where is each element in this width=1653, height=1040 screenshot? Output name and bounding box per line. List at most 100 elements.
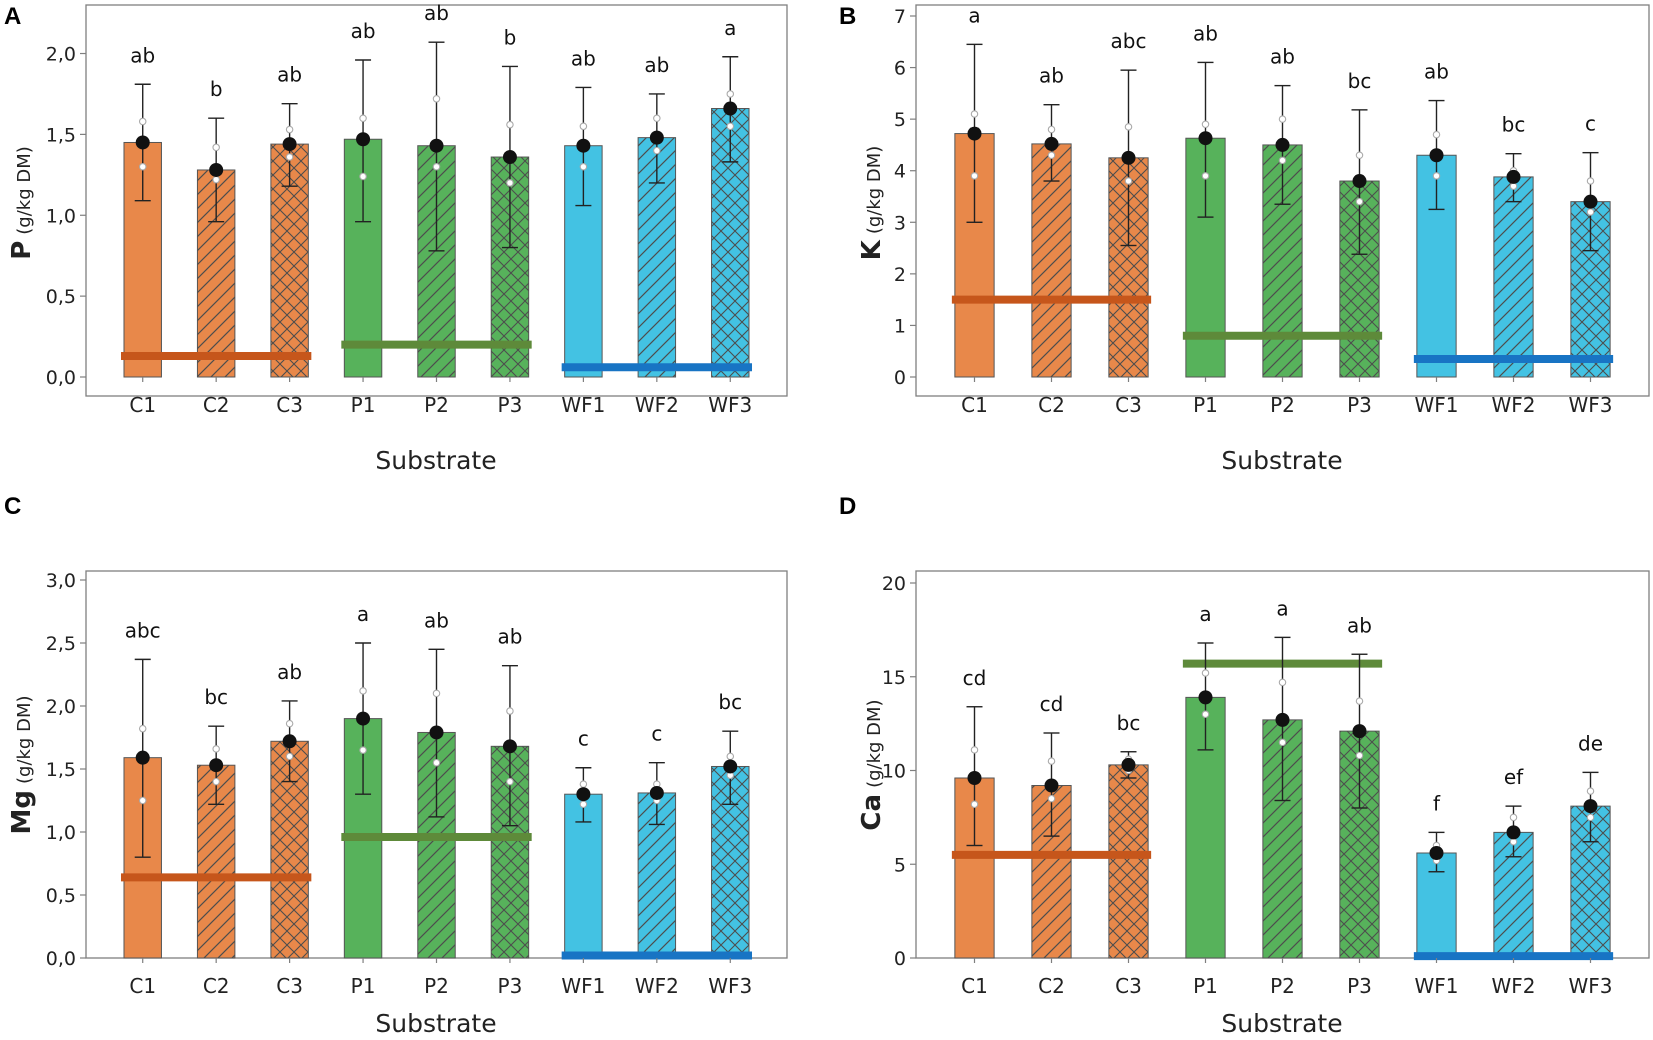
mean-point	[1352, 174, 1367, 189]
mean-point	[282, 734, 297, 749]
replicate-point	[1201, 172, 1210, 180]
mean-point	[1583, 799, 1598, 814]
replicate-point	[1201, 669, 1210, 677]
x-tick-label: P3	[1347, 393, 1372, 417]
x-tick-label: C2	[1038, 393, 1065, 417]
mean-point	[723, 101, 738, 116]
mean-point	[1275, 137, 1290, 152]
replicate-point	[506, 120, 514, 129]
replicate-point	[1586, 177, 1595, 185]
y-tick-label: 1	[894, 315, 906, 337]
replicate-point	[726, 122, 735, 131]
replicate-point	[653, 146, 661, 155]
x-tick-label: C1	[961, 974, 988, 998]
significance-label: ab	[1270, 45, 1295, 69]
x-tick-label: C3	[276, 393, 303, 417]
significance-label: ab	[424, 608, 449, 632]
y-axis-title-main: P	[7, 241, 37, 260]
replicate-point	[1586, 787, 1595, 795]
y-tick-label: 1,0	[46, 205, 76, 227]
x-tick-label: WF1	[561, 393, 605, 417]
replicate-point	[970, 110, 979, 118]
replicate-point	[579, 122, 588, 131]
replicate-point	[432, 95, 441, 103]
y-tick-label: 2	[894, 264, 906, 286]
y-tick-label: 20	[882, 573, 906, 595]
replicate-point	[1278, 738, 1287, 747]
replicate-point	[432, 758, 441, 767]
significance-label: a	[357, 602, 369, 626]
mean-point	[356, 132, 371, 147]
replicate-point	[579, 780, 588, 788]
significance-label: ab	[424, 1, 449, 25]
y-tick-label: 4	[894, 161, 906, 183]
replicate-point	[138, 796, 147, 805]
mean-point	[502, 739, 517, 754]
x-axis-title: Substrate	[375, 446, 496, 475]
replicate-point	[1201, 710, 1210, 718]
significance-label: a	[1199, 602, 1211, 626]
mean-point	[1044, 136, 1059, 151]
replicate-point	[1586, 208, 1595, 216]
y-axis-title: K (g/kg DM)	[857, 146, 887, 261]
x-axis-title: Substrate	[1221, 1009, 1342, 1038]
replicate-point	[1278, 678, 1287, 687]
replicate-point	[432, 162, 441, 171]
x-tick-label: C3	[276, 974, 303, 998]
y-tick-label: 7	[894, 6, 906, 28]
chart-marks: 0 1 2 3 4 5 6 7 a C1 ab C2 abc C3 ab P1 ab P2 bc P3 ab WF1 bc W…	[894, 3, 1614, 417]
y-tick-label: 0	[894, 367, 906, 389]
chart-marks: 0,00,51,01,52,02,53,0abcC1bcC2abC3aP1abP…	[46, 570, 753, 998]
replicate-point	[212, 777, 220, 786]
replicate-point	[1124, 177, 1133, 185]
significance-label: cd	[963, 666, 987, 690]
significance-label: a	[724, 16, 736, 40]
significance-label: ab	[1039, 64, 1064, 88]
x-tick-label: WF3	[1568, 393, 1612, 417]
x-tick-label: WF2	[1491, 974, 1535, 998]
replicate-point	[1586, 813, 1595, 822]
x-tick-label: C1	[961, 393, 988, 417]
significance-label: bc	[204, 685, 228, 709]
significance-label: c	[578, 727, 589, 751]
x-tick-label: P1	[1193, 393, 1218, 417]
significance-label: f	[1433, 791, 1441, 815]
replicate-point	[1047, 757, 1056, 765]
replicate-point	[1278, 156, 1287, 165]
replicate-point	[359, 687, 367, 695]
x-tick-label: P1	[1193, 974, 1218, 998]
replicate-point	[212, 745, 220, 753]
mean-point	[576, 138, 591, 153]
mean-point	[723, 759, 738, 774]
significance-label: ab	[277, 63, 302, 87]
replicate-point	[579, 800, 588, 809]
replicate-point	[970, 172, 979, 180]
significance-label: ab	[130, 43, 155, 67]
bar-hatch	[1108, 764, 1149, 958]
mean-point	[1506, 169, 1521, 184]
mean-point	[1044, 778, 1059, 793]
significance-label: cd	[1040, 692, 1064, 716]
mean-point	[1121, 150, 1136, 165]
mean-point	[1506, 825, 1521, 840]
y-tick-label: 1,5	[46, 759, 76, 781]
x-tick-label: WF1	[1414, 393, 1458, 417]
replicate-point	[1509, 813, 1518, 822]
replicate-point	[1509, 837, 1518, 846]
panel-letter: B	[839, 3, 856, 30]
replicate-point	[970, 746, 979, 754]
replicate-point	[506, 179, 514, 187]
y-tick-label: 0,5	[46, 885, 76, 907]
replicate-point	[212, 175, 220, 184]
x-tick-label: WF2	[635, 393, 679, 417]
replicate-point	[212, 143, 220, 152]
significance-label: ab	[644, 53, 669, 77]
replicate-point	[138, 724, 147, 733]
x-tick-label: C3	[1115, 393, 1142, 417]
y-tick-label: 1,0	[46, 822, 76, 844]
mean-point	[1198, 690, 1213, 705]
x-tick-label: C2	[203, 974, 230, 998]
y-tick-label: 2,0	[46, 696, 76, 718]
x-tick-label: WF3	[1568, 974, 1612, 998]
